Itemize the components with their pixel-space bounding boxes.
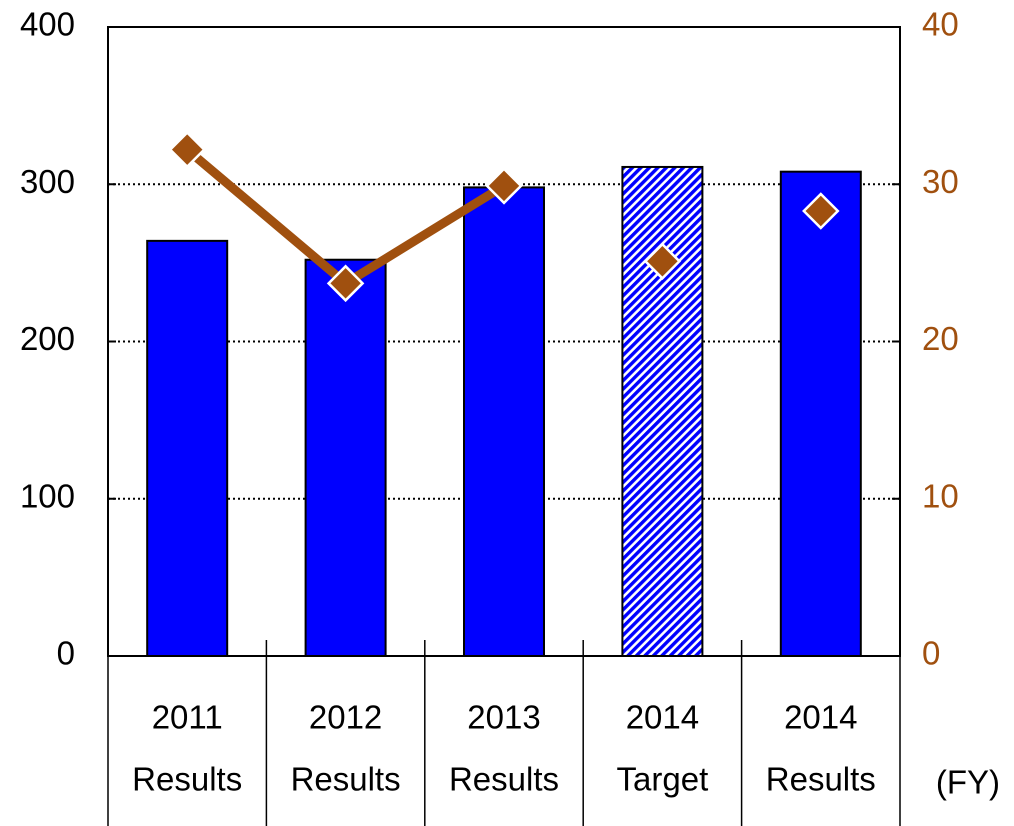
marker: [485, 167, 523, 205]
y-tick-label: 200: [20, 320, 75, 357]
plot-frame: [107, 26, 901, 657]
x-unit: (FY): [936, 764, 1000, 801]
x-tick-label: Results: [132, 761, 242, 798]
x-tick-label: 2012: [309, 699, 382, 736]
x-tick-label: 2014: [784, 699, 857, 736]
marker: [326, 264, 365, 303]
y2-tick-label: 30: [922, 163, 959, 200]
y2-tick-label: 40: [922, 6, 959, 43]
x-tick-label: 2011: [152, 699, 223, 736]
bar: [146, 239, 229, 658]
y2-tick-label: 10: [922, 477, 959, 514]
x-tick-label: 2014: [626, 699, 699, 736]
bar: [779, 170, 862, 657]
y-tick-label: 400: [20, 6, 75, 43]
marker: [168, 130, 206, 169]
x-tick-label: Target: [617, 761, 709, 798]
y2-tick-label: 20: [922, 320, 959, 357]
y-tick-label: 0: [57, 635, 75, 672]
y-tick-label: 300: [20, 163, 75, 200]
marker: [643, 242, 682, 281]
x-tick-label: Results: [449, 761, 559, 798]
y-tick-label: 100: [20, 477, 75, 514]
bar: [463, 186, 545, 658]
bar: [621, 165, 704, 657]
y2-tick-label: 0: [922, 635, 940, 672]
x-tick-label: Results: [291, 761, 401, 798]
x-tick-label: 2013: [467, 699, 540, 736]
bar: [304, 258, 387, 657]
x-tick-label: Results: [766, 761, 876, 798]
marker: [802, 192, 840, 230]
